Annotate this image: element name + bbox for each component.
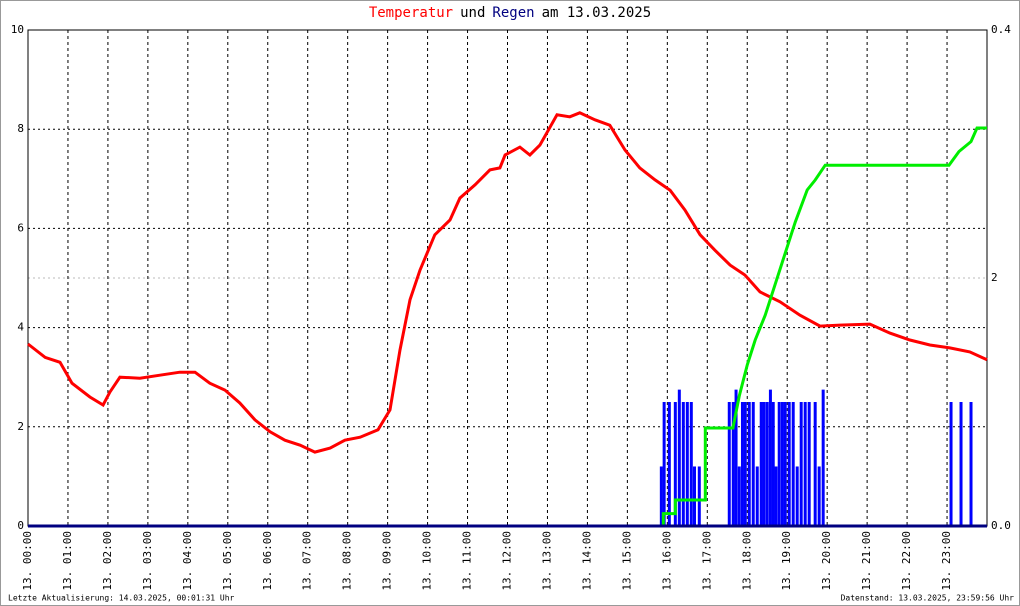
x-tick-label: 13. 05:00: [221, 531, 234, 591]
x-tick-label: 13. 03:00: [141, 531, 154, 591]
x-tick-label: 13. 01:00: [61, 531, 74, 591]
y-tick-label: 8: [17, 122, 24, 135]
y2-tick-label: 0.0: [991, 519, 1011, 532]
x-tick-label: 13. 14:00: [580, 531, 593, 591]
y-tick-label: 2: [17, 420, 24, 433]
x-tick-label: 13. 00:00: [21, 531, 34, 591]
title-part: und: [460, 5, 485, 21]
y2-tick-label: 2: [991, 271, 998, 284]
x-tick-label: 13. 17:00: [700, 531, 713, 591]
x-tick-label: 13. 07:00: [301, 531, 314, 591]
x-tick-label: 13. 19:00: [780, 531, 793, 591]
title-part: Temperatur: [369, 5, 453, 21]
x-tick-label: 13. 13:00: [540, 531, 553, 591]
series-line: [661, 126, 987, 526]
y-tick-label: 4: [17, 321, 24, 334]
x-tick-label: 13. 20:00: [820, 531, 833, 591]
x-tick-label: 13. 08:00: [341, 531, 354, 591]
y-tick-label: 0: [17, 519, 24, 532]
x-tick-label: 13. 04:00: [181, 531, 194, 591]
x-tick-label: 13. 15:00: [620, 531, 633, 591]
y-tick-label: 6: [17, 221, 24, 234]
x-tick-label: 13. 11:00: [461, 531, 474, 591]
title-part: Regen: [492, 5, 534, 21]
x-tick-label: 13. 06:00: [261, 531, 274, 591]
x-tick-label: 13. 09:00: [381, 531, 394, 591]
footer-right: Datenstand: 13.03.2025, 23:59:56 Uhr: [841, 594, 1015, 603]
x-tick-label: 13. 16:00: [660, 531, 673, 591]
x-tick-label: 13. 23:00: [940, 531, 953, 591]
footer-left: Letzte Aktualisierung: 14.03.2025, 00:01…: [8, 594, 235, 603]
y-tick-label: 10: [11, 23, 24, 36]
chart-title: Temperatur und Regen am 13.03.2025: [369, 5, 651, 21]
y2-tick-label: 0.4: [991, 23, 1011, 36]
title-part: am 13.03.2025: [542, 5, 652, 21]
x-tick-label: 13. 21:00: [860, 531, 873, 591]
x-tick-label: 13. 12:00: [501, 531, 514, 591]
x-tick-label: 13. 22:00: [900, 531, 913, 591]
x-tick-label: 13. 18:00: [740, 531, 753, 591]
x-tick-label: 13. 02:00: [101, 531, 114, 591]
x-tick-label: 13. 10:00: [421, 531, 434, 591]
